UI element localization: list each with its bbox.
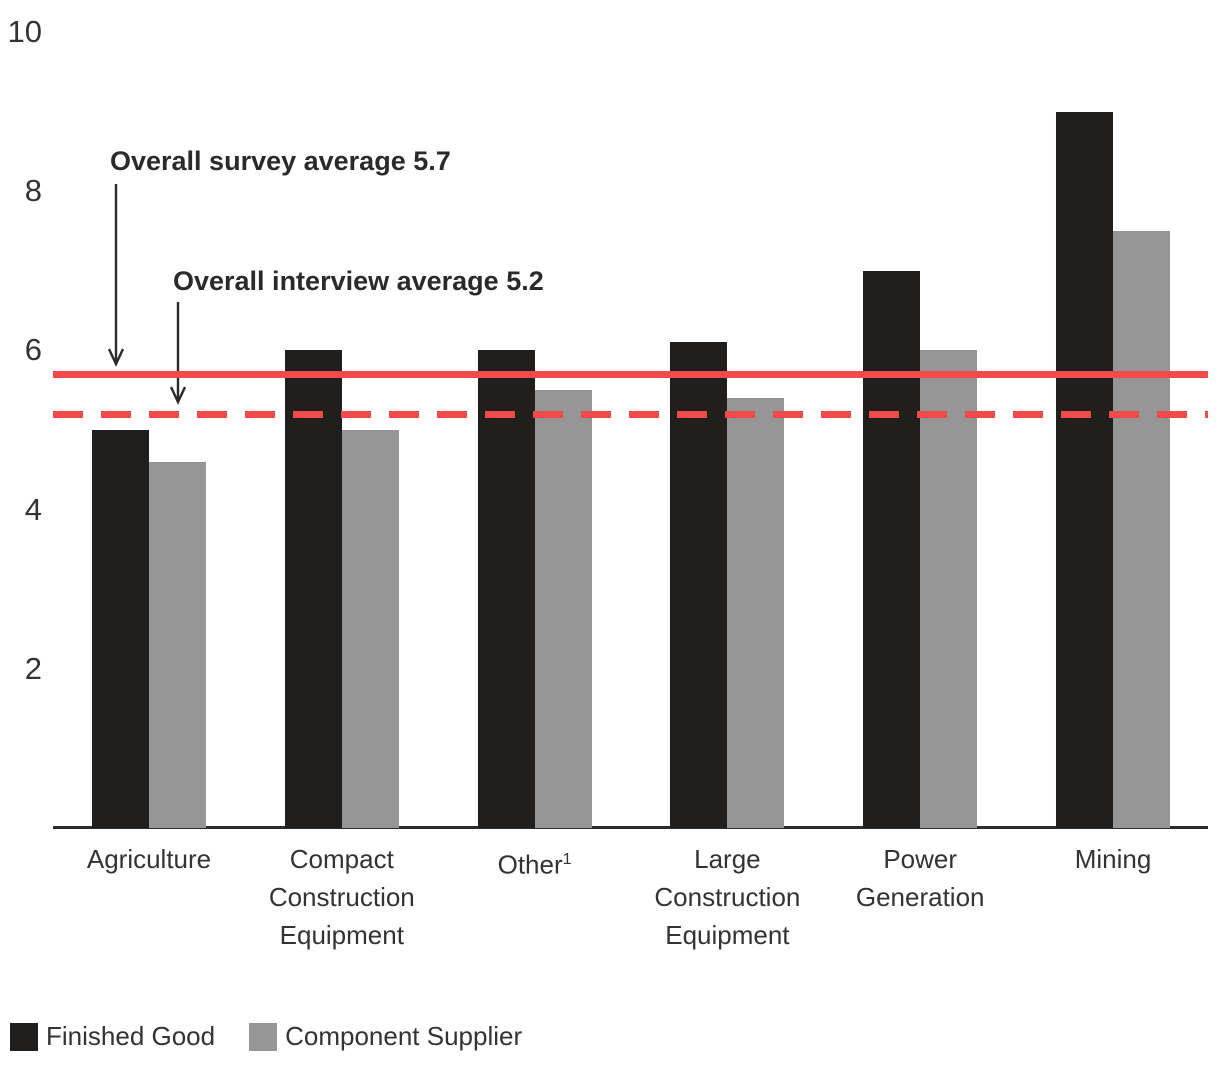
annotation-interview-average: Overall interview average 5.2 (173, 266, 544, 296)
bar-power-generation-component-supplier (920, 350, 978, 828)
reference-line-dashed-5.2 (53, 410, 1208, 418)
bar-other-finished-good (477, 350, 535, 828)
bar-large-construction-equipment-component-supplier (727, 398, 785, 828)
plot-area (53, 32, 1208, 828)
legend-label-finished-good: Finished Good (46, 1021, 216, 1051)
legend-label-component-supplier: Component Supplier (285, 1021, 523, 1051)
bar-power-generation-finished-good (863, 271, 921, 828)
category-label-compact-construction-equipment: Compact Construction Equipment (268, 844, 415, 950)
legend-swatch-component-supplier (249, 1022, 278, 1051)
bar-mining-finished-good (1056, 112, 1113, 828)
category-label-large-construction-equipment: Large Construction Equipment (654, 844, 801, 950)
bar-compact-construction-equipment-finished-good (284, 350, 342, 828)
legend-swatch-finished-good (10, 1022, 38, 1051)
bar-other-component-supplier (534, 390, 592, 828)
arrow-to-survey-line (108, 184, 124, 367)
bar-agriculture-component-supplier (149, 462, 206, 828)
legend-item-component-supplier: Component Supplier (249, 1021, 522, 1052)
bar-mining-component-supplier (1113, 231, 1170, 828)
arrow-to-interview-line (170, 302, 186, 405)
category-label-power-generation: Power Generation (855, 844, 985, 912)
reference-line-solid-5.7 (53, 370, 1208, 378)
category-label-mining: Mining (1074, 844, 1152, 874)
footnote-marker: 1 (562, 850, 572, 868)
annotation-survey-average: Overall survey average 5.7 (110, 146, 451, 176)
y-tick-6: 6 (24, 332, 42, 368)
legend: Finished Good Component Supplier (10, 1021, 556, 1052)
bar-large-construction-equipment-finished-good (670, 342, 728, 828)
bar-agriculture-finished-good (92, 430, 149, 828)
category-label-other: Other1 (497, 849, 572, 880)
y-tick-2: 2 (24, 650, 42, 686)
y-tick-8: 8 (24, 173, 42, 209)
y-tick-10: 10 (7, 14, 42, 49)
x-axis-line (53, 826, 1208, 829)
bar-compact-construction-equipment-component-supplier (341, 430, 399, 828)
category-label-agriculture: Agriculture (86, 844, 212, 874)
y-tick-4: 4 (24, 491, 42, 527)
legend-item-finished-good: Finished Good (10, 1021, 215, 1052)
